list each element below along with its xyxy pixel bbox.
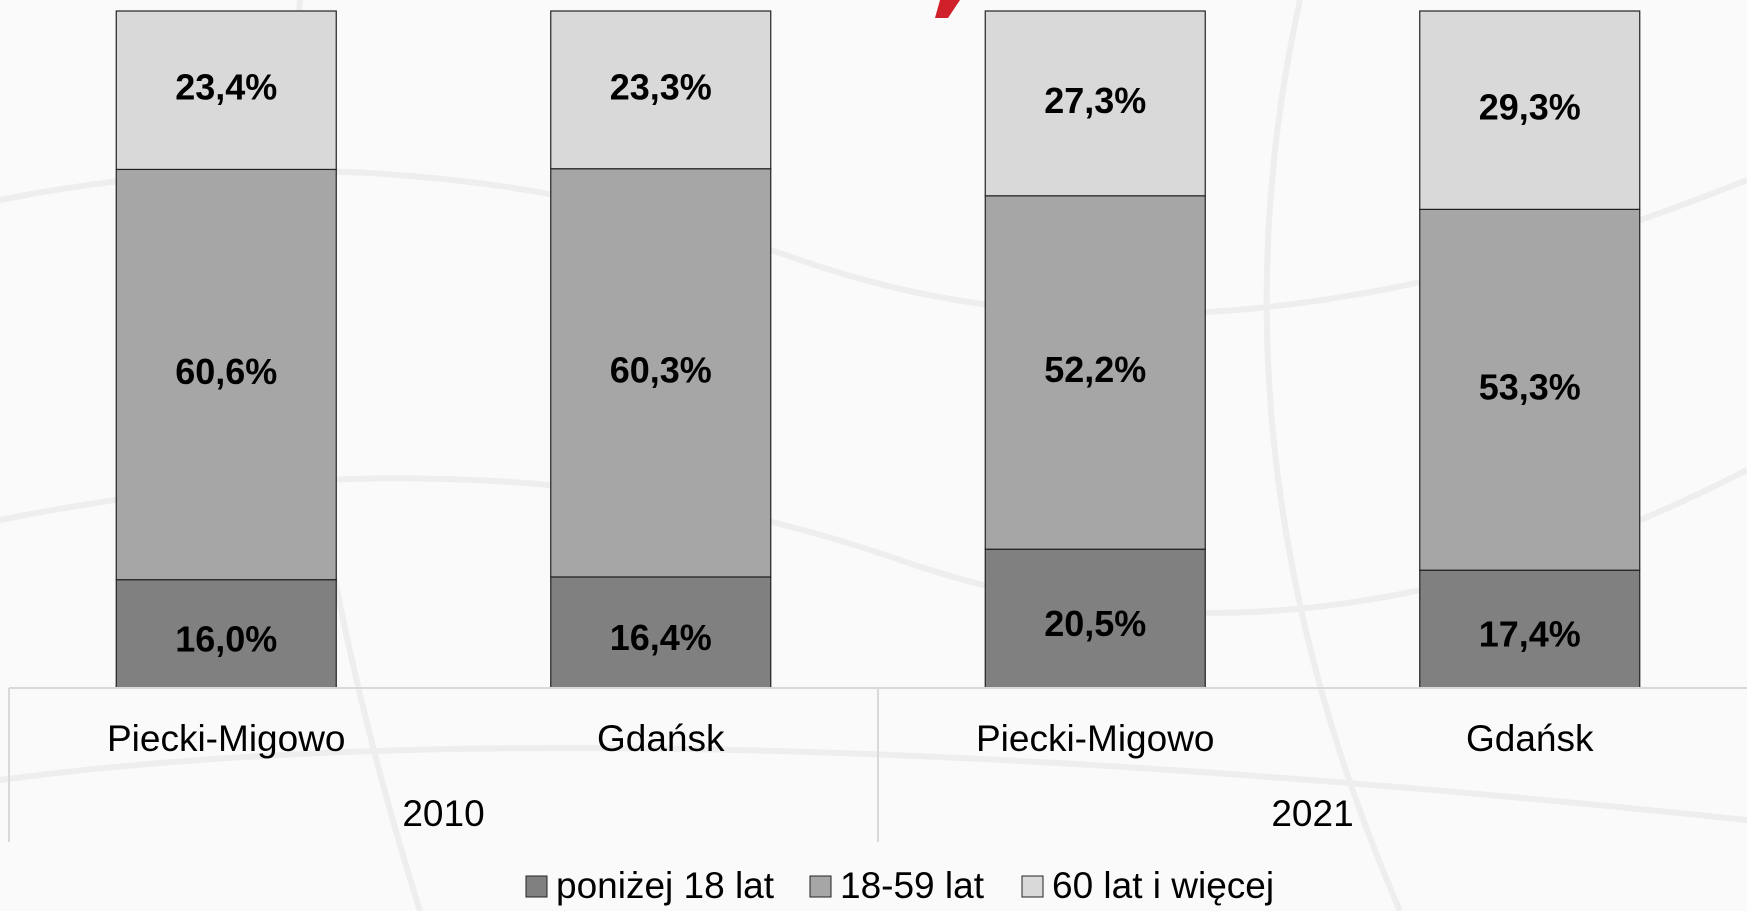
value-label: 16,4% [610, 617, 712, 658]
legend-marker [1021, 875, 1044, 898]
group-label: 2021 [1271, 793, 1353, 834]
value-label: 20,5% [1044, 603, 1146, 644]
value-label: 27,3% [1044, 80, 1146, 121]
bar-segment [115, 168, 337, 581]
legend-marker [525, 875, 548, 898]
legend-label: 60 lat i więcej [1052, 865, 1274, 906]
value-label: 23,3% [610, 66, 712, 107]
legend-label: 18-59 lat [840, 865, 985, 906]
bar-segment [115, 10, 337, 171]
bar-segment [984, 548, 1206, 689]
x-tick-label: Gdańsk [1466, 718, 1594, 759]
value-label: 17,4% [1479, 614, 1581, 655]
bar-segment [550, 168, 772, 578]
value-label: 52,2% [1044, 349, 1146, 390]
value-label: 23,4% [175, 67, 277, 108]
bar-segment [1419, 208, 1641, 571]
value-label: 16,0% [175, 618, 277, 659]
value-label: 60,6% [175, 351, 277, 392]
x-tick-label: Piecki-Migowo [107, 718, 346, 759]
bar-segment [984, 195, 1206, 550]
bar-segment [984, 10, 1206, 197]
legend-label: poniżej 18 lat [556, 865, 775, 906]
x-tick-label: Gdańsk [597, 718, 725, 759]
bar-segment [1419, 569, 1641, 689]
value-label: 29,3% [1479, 87, 1581, 128]
legend-marker [809, 875, 832, 898]
bar-segment [1419, 10, 1641, 210]
x-tick-label: Piecki-Migowo [976, 718, 1215, 759]
value-label: 53,3% [1479, 366, 1581, 407]
bar-segment [550, 10, 772, 170]
value-label: 60,3% [610, 349, 712, 390]
group-label: 2010 [402, 793, 484, 834]
logo-fragment [935, 0, 960, 18]
